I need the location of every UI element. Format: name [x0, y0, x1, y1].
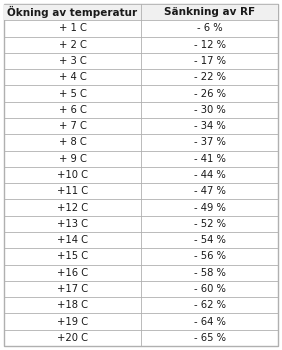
- Text: - 34 %: - 34 %: [194, 121, 225, 131]
- Text: +18 C: +18 C: [57, 300, 88, 310]
- Text: + 1 C: + 1 C: [59, 23, 87, 34]
- Text: +16 C: +16 C: [57, 268, 88, 278]
- Text: Sänkning av RF: Sänkning av RF: [164, 7, 255, 17]
- Text: - 17 %: - 17 %: [193, 56, 226, 66]
- Text: +12 C: +12 C: [57, 203, 88, 212]
- Text: - 49 %: - 49 %: [193, 203, 225, 212]
- Text: +17 C: +17 C: [57, 284, 88, 294]
- Text: - 26 %: - 26 %: [193, 89, 226, 99]
- Text: - 44 %: - 44 %: [194, 170, 225, 180]
- Text: - 64 %: - 64 %: [193, 316, 225, 327]
- Text: +15 C: +15 C: [57, 251, 88, 261]
- Text: + 8 C: + 8 C: [59, 138, 86, 147]
- Text: Ökning av temperatur: Ökning av temperatur: [7, 6, 138, 18]
- Text: - 52 %: - 52 %: [193, 219, 226, 229]
- Text: - 22 %: - 22 %: [193, 72, 226, 82]
- Text: +19 C: +19 C: [57, 316, 88, 327]
- Text: - 56 %: - 56 %: [193, 251, 226, 261]
- Text: + 9 C: + 9 C: [59, 154, 87, 164]
- Text: - 47 %: - 47 %: [193, 186, 225, 196]
- Text: +14 C: +14 C: [57, 235, 88, 245]
- Text: + 5 C: + 5 C: [59, 89, 87, 99]
- Text: - 60 %: - 60 %: [193, 284, 225, 294]
- Text: - 12 %: - 12 %: [193, 40, 226, 50]
- Text: - 41 %: - 41 %: [193, 154, 225, 164]
- Text: + 4 C: + 4 C: [59, 72, 86, 82]
- Text: - 30 %: - 30 %: [194, 105, 225, 115]
- Text: - 62 %: - 62 %: [193, 300, 226, 310]
- Text: - 58 %: - 58 %: [193, 268, 225, 278]
- Text: + 7 C: + 7 C: [59, 121, 87, 131]
- Text: +11 C: +11 C: [57, 186, 88, 196]
- Text: +13 C: +13 C: [57, 219, 88, 229]
- Text: - 37 %: - 37 %: [193, 138, 225, 147]
- Text: - 65 %: - 65 %: [193, 333, 226, 343]
- Text: - 6 %: - 6 %: [197, 23, 222, 34]
- Text: +10 C: +10 C: [57, 170, 88, 180]
- Text: + 6 C: + 6 C: [59, 105, 87, 115]
- Text: + 2 C: + 2 C: [59, 40, 87, 50]
- Text: + 3 C: + 3 C: [59, 56, 86, 66]
- Bar: [4, 4, 278, 20]
- Text: - 54 %: - 54 %: [193, 235, 225, 245]
- Text: +20 C: +20 C: [57, 333, 88, 343]
